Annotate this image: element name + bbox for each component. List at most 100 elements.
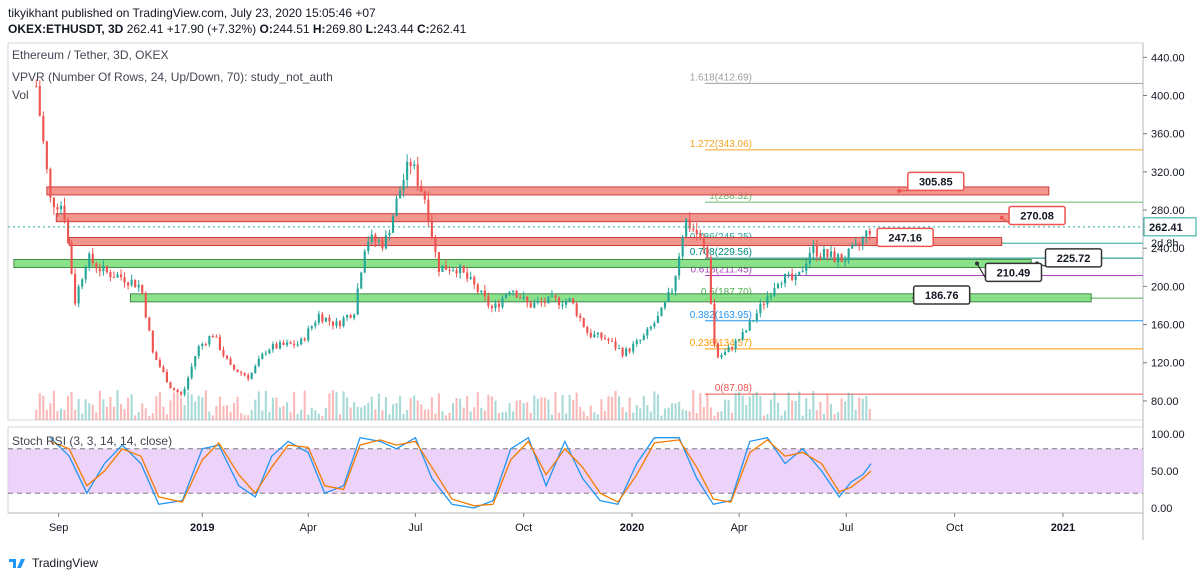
countdown-label: 2d 8h: [1151, 238, 1179, 250]
volume-bar: [201, 397, 204, 420]
y-tick-label: 320.00: [1151, 167, 1185, 179]
volume-bar: [565, 413, 568, 420]
volume-bar: [670, 403, 674, 420]
volume-bar: [497, 413, 501, 420]
callout-box: [907, 171, 965, 192]
candle-body: [201, 343, 204, 347]
candle-body: [716, 343, 720, 358]
candle-body: [639, 340, 642, 342]
volume-bar: [727, 400, 730, 420]
volume-bar: [317, 413, 320, 420]
candle-body: [180, 392, 183, 395]
candle-body: [829, 251, 833, 257]
volume-bar: [519, 400, 522, 420]
callout-label: 247.16: [888, 232, 922, 244]
volume-bar: [232, 402, 236, 420]
volume-bar: [667, 407, 670, 420]
candle-body: [377, 240, 380, 242]
candle-body: [504, 294, 508, 298]
volume-bar: [731, 412, 734, 420]
candle-body: [413, 164, 416, 167]
volume-bar: [480, 407, 483, 420]
volume-bar: [81, 413, 84, 420]
candle-body: [699, 234, 702, 239]
volume-bar: [346, 397, 349, 420]
volume-bar: [176, 392, 179, 420]
volume-bar: [119, 403, 123, 420]
volume-bar: [370, 396, 373, 420]
candle-body: [656, 315, 659, 324]
x-tick-label: Oct: [515, 522, 532, 534]
volume-bar: [268, 411, 271, 420]
volume-bar: [621, 407, 624, 420]
volume-bar: [678, 401, 681, 420]
candle-body: [649, 326, 652, 329]
candle-body: [63, 205, 66, 220]
volume-bar: [324, 408, 327, 420]
volume-bar: [625, 411, 628, 420]
candle-body: [158, 360, 161, 367]
volume-bar: [402, 413, 405, 420]
volume-bar: [331, 390, 335, 420]
volume-bar: [784, 410, 787, 420]
candle-body: [550, 295, 554, 297]
volume-bar: [367, 402, 370, 420]
candle-body: [434, 237, 437, 253]
stoch-rsi-legend[interactable]: Stoch RSI (3, 3, 14, 14, close): [12, 434, 173, 448]
volume-bar: [243, 415, 246, 420]
volume-bar: [603, 411, 606, 420]
candle-body: [547, 296, 550, 304]
candle-body: [642, 335, 645, 341]
candle-body: [473, 277, 476, 285]
open-value: 244.51: [272, 22, 310, 36]
candle-body: [243, 373, 246, 376]
callout-anchor: [999, 215, 1004, 220]
volume-bar: [229, 411, 232, 420]
volume-bar: [381, 410, 384, 420]
volume-bar: [275, 397, 278, 420]
candle-body: [844, 260, 847, 263]
candle-body: [130, 279, 133, 286]
volume-bar: [109, 396, 112, 420]
y-tick-label: 80.00: [1151, 396, 1179, 408]
volume-bar: [490, 396, 493, 420]
volume-legend[interactable]: Vol: [12, 88, 29, 102]
volume-bar: [335, 392, 338, 420]
fib-level-label: 1(288.32): [709, 191, 752, 202]
volume-bar: [561, 395, 564, 420]
high-value: 269.80: [325, 22, 363, 36]
volume-bar: [293, 391, 296, 420]
y-tick-label: 120.00: [1151, 358, 1185, 370]
candle-body: [141, 284, 144, 294]
price-change: +17.90 (+7.32%): [166, 22, 257, 36]
candle-body: [815, 245, 818, 257]
callout-label: 210.49: [997, 267, 1031, 279]
candle-body: [52, 197, 55, 208]
volume-bar: [399, 395, 402, 420]
volume-bar: [685, 410, 688, 420]
volume-bar: [635, 405, 638, 420]
volume-bar: [349, 407, 352, 420]
candle-body: [798, 271, 801, 276]
volume-bar: [183, 405, 186, 420]
volume-bar: [536, 398, 539, 420]
volume-bar: [575, 392, 578, 420]
candle-body: [720, 355, 723, 358]
candle-body: [582, 317, 585, 328]
candle-body: [169, 382, 172, 389]
candle-body: [240, 372, 243, 374]
candle-body: [670, 291, 674, 293]
fib-level-label: 0.236(134.57): [690, 338, 752, 349]
candle-body: [734, 340, 737, 349]
volume-bar: [469, 411, 472, 420]
volume-bar: [95, 412, 98, 420]
volume-bar: [522, 402, 525, 420]
volume-bar: [303, 390, 306, 420]
callout-box: [876, 227, 934, 248]
candle-body: [646, 328, 649, 336]
volume-bar: [815, 410, 818, 420]
callout-box: [1008, 205, 1066, 226]
vpvr-legend[interactable]: VPVR (Number Of Rows, 24, Up/Down, 70): …: [12, 70, 333, 84]
candle-body: [586, 327, 589, 333]
